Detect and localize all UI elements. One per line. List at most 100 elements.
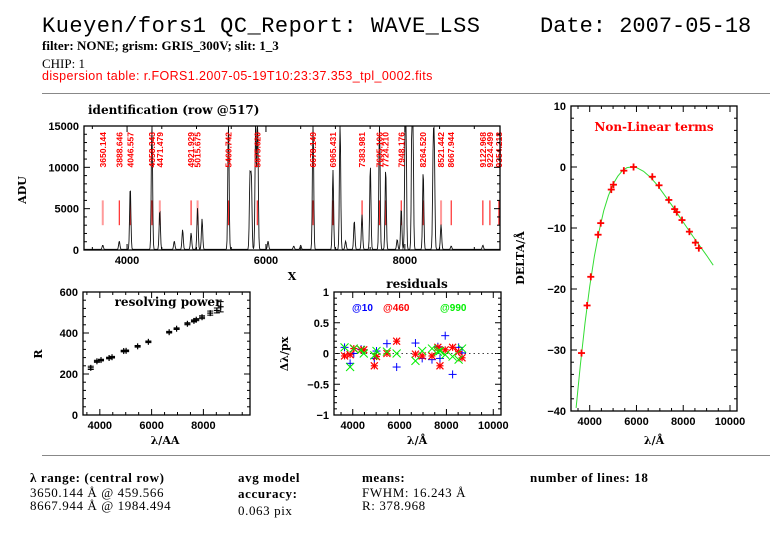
mean-r: R: 378.968 (362, 498, 426, 513)
identified-line-label: 8264.520 (418, 132, 428, 168)
resolving-power-ytick-label: 0 (72, 410, 78, 422)
identified-line-label: 8521.442 (436, 132, 446, 168)
identified-line-label: 4046.557 (125, 132, 135, 168)
identified-line-label: 9224.499 (485, 132, 495, 168)
identification-title: identification (row @517) (88, 103, 259, 117)
nonlinear-terms-chart: Non-Linear terms λ/Å DELTA/Å 4000 6000 800… (513, 101, 745, 447)
residuals-ytick-label: 0 (323, 349, 329, 361)
identification-chart: identification (row @517) X ADU 3650.144… (16, 103, 504, 283)
residual-point-at990 (417, 346, 427, 356)
identified-line-label: 4358.343 (147, 132, 157, 168)
identified-line-label: 4921.929 (186, 132, 196, 168)
identification-ytick-label: 10000 (48, 162, 79, 174)
identification-xlabel: X (288, 270, 297, 283)
identification-frame (83, 125, 501, 251)
report-title: Kueyen/fors1 QC_Report: WAVE_LSS (42, 14, 481, 39)
residual-point-at990 (435, 346, 445, 356)
accuracy-label-2: accuracy: (238, 486, 298, 501)
nonlinear-ytick-label: −40 (547, 406, 566, 418)
residuals-title: residuals (386, 277, 448, 291)
resolving-power-ytick-label: 200 (60, 369, 78, 381)
report-date: Date: 2007-05-18 (540, 14, 752, 39)
nonlinear-ytick-label: 0 (560, 162, 566, 174)
residuals-ytick-label: 0.5 (314, 318, 329, 330)
legend-at460: @460 (383, 303, 410, 314)
chip-label: CHIP: 1 (42, 56, 85, 71)
residual-point-at990 (440, 350, 450, 360)
resolving-power-ytick-label: 600 (60, 287, 78, 299)
identification-ytick-label: 15000 (48, 121, 79, 133)
identification-ytick-label: 5000 (55, 204, 79, 216)
identified-line-label: 7724.210 (381, 132, 391, 168)
residual-point-at990 (454, 355, 463, 365)
identified-line-label: 8667.944 (446, 132, 456, 168)
nonlinear-ylabel: DELTA/Å (513, 231, 527, 285)
lambda-range-max: 8667.944 Å @ 1984.494 (30, 498, 172, 513)
resolving-power-xtick-label: 6000 (139, 420, 163, 432)
identified-line-label: 3888.646 (114, 132, 124, 168)
lambda-range-min: 3650.144 Å @ 459.566 (30, 485, 165, 500)
resolving-power-title: resolving power (115, 295, 222, 309)
nonlinear-fit-curve (575, 166, 714, 408)
identified-line-label: 5875.620 (252, 132, 262, 168)
nonlinear-xtick-label: 8000 (671, 416, 695, 428)
residual-point-at990 (369, 350, 379, 360)
identification-xtick-label: 6000 (254, 255, 278, 267)
resolving-power-xlabel: λ/AA (151, 434, 180, 447)
residual-point-at990 (457, 344, 467, 353)
residual-point-at990 (359, 349, 369, 358)
residuals-ytick-label: 1 (323, 287, 329, 299)
resolving-power-frame (82, 291, 251, 416)
identification-xtick-label: 8000 (393, 255, 417, 267)
resolving-power-xtick-label: 8000 (191, 420, 215, 432)
resolving-power-ytick-label: 400 (60, 328, 78, 340)
nonlinear-ytick-label: −30 (547, 345, 566, 357)
identified-line-label: 9354.218 (494, 132, 504, 168)
residual-point-at990 (356, 345, 366, 355)
residual-point-at990 (372, 346, 381, 356)
legend-at990: @990 (440, 303, 467, 314)
identification-ylabel: ADU (16, 176, 29, 205)
dispersion-table-file: dispersion table: r.FORS1.2007-05-19T10:… (42, 69, 433, 83)
residuals-ytick-label: −1 (316, 410, 329, 422)
lambda-range-title: λ range: (central row) (30, 470, 165, 485)
nonlinear-xtick-label: 6000 (624, 416, 648, 428)
nonlinear-xtick-label: 4000 (577, 416, 601, 428)
identification-ytick-label: 0 (73, 245, 79, 257)
residual-point-at990 (448, 352, 457, 361)
residuals-chart: residuals λ/Å Δλ/px @10 @460 @990 4000 60… (278, 277, 509, 447)
resolving-power-ylabel: R (32, 349, 45, 359)
identified-line-label: 7383.981 (357, 132, 367, 168)
residuals-xlabel: λ/Å (407, 433, 428, 447)
identified-line-label: 6678.149 (308, 132, 318, 168)
residual-point-at990 (382, 347, 392, 357)
residuals-xtick-label: 8000 (434, 420, 458, 432)
identified-line-label: 7948.176 (396, 132, 406, 168)
nonlinear-ytick-label: 10 (554, 101, 566, 113)
residual-point-at990 (349, 344, 359, 353)
resolving-power-chart: resolving power λ/AA R 4000 6000 8000 0 200 4… (32, 287, 251, 447)
mean-fwhm: FWHM: 16.243 Å (362, 485, 467, 500)
accuracy-value: 0.063 pix (238, 503, 293, 518)
resolving-power-xtick-label: 4000 (88, 420, 112, 432)
residuals-xtick-label: 10000 (478, 420, 509, 432)
nonlinear-xlabel: λ/Å (644, 433, 665, 447)
residual-point-at990 (345, 362, 355, 372)
identified-line-label: 5460.742 (224, 132, 234, 168)
legend-at10: @10 (352, 303, 373, 314)
residual-point-at990 (340, 342, 349, 352)
identification-xtick-label: 4000 (115, 255, 139, 267)
identified-line-label: 5015.675 (193, 132, 203, 168)
identified-line-label: 3650.144 (98, 132, 108, 168)
bottom-separator (42, 455, 770, 456)
spectrum-line (84, 125, 500, 251)
nonlinear-frame (570, 105, 738, 412)
identified-line-label: 6965.431 (328, 132, 338, 168)
residuals-ylabel: Δλ/px (278, 336, 291, 371)
identified-line-label: 4471.479 (155, 132, 165, 168)
residuals-ytick-label: −0.5 (307, 379, 329, 391)
residual-point-at990 (392, 349, 402, 358)
nonlinear-ytick-label: −10 (547, 223, 566, 235)
identified-line-label: 7635.106 (375, 132, 385, 168)
